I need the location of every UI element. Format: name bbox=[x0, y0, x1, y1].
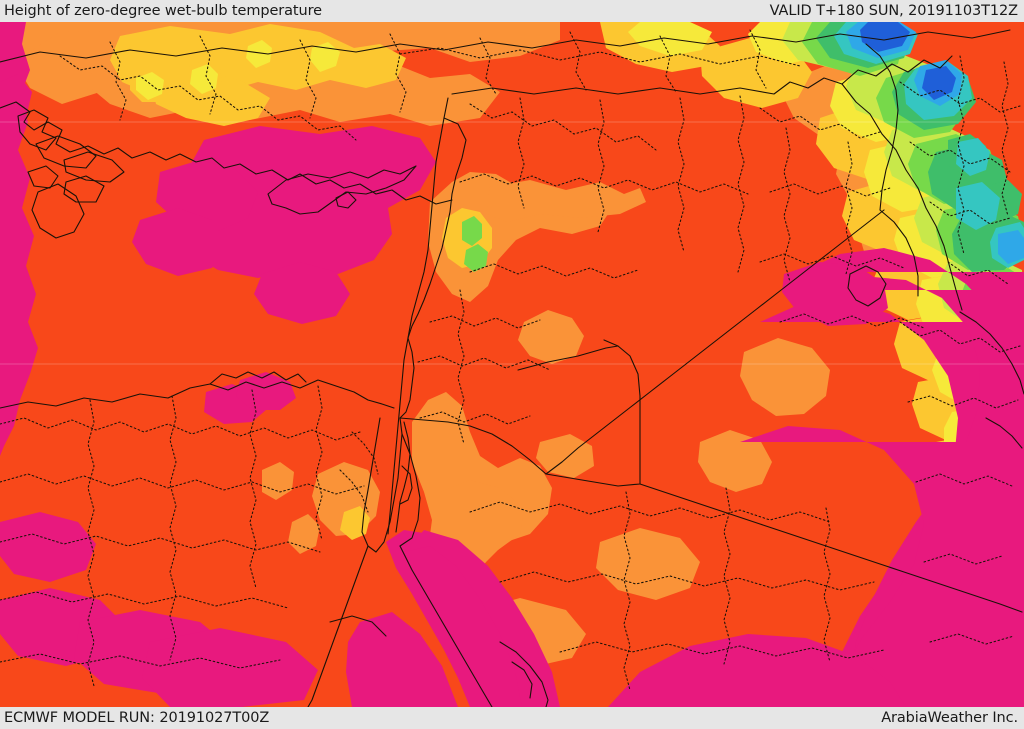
header-bar: Height of zero-degree wet-bulb temperatu… bbox=[0, 0, 1024, 22]
admin-boundaries-layer bbox=[0, 29, 1021, 691]
footer-bar: ECMWF MODEL RUN: 20191027T00Z ArabiaWeat… bbox=[0, 707, 1024, 729]
valid-time-label: VALID T+180 SUN, 20191103T12Z bbox=[769, 3, 1018, 19]
page-title: Height of zero-degree wet-bulb temperatu… bbox=[4, 3, 322, 19]
graticule bbox=[0, 121, 1024, 365]
provider-label: ArabiaWeather Inc. bbox=[881, 710, 1018, 726]
model-run-label: ECMWF MODEL RUN: 20191027T00Z bbox=[4, 710, 270, 726]
map-raster bbox=[0, 22, 1024, 707]
map-canvas[interactable] bbox=[0, 22, 1024, 707]
coastlines-layer bbox=[0, 29, 1024, 707]
field-band-lowest bbox=[860, 22, 956, 100]
